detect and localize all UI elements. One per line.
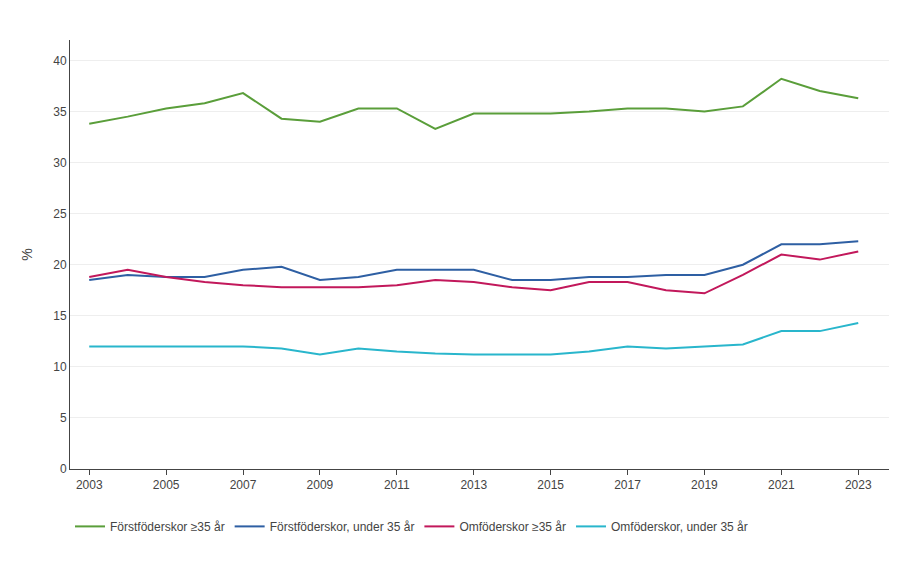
- svg-text:35: 35: [53, 105, 67, 119]
- svg-text:2023: 2023: [845, 478, 872, 492]
- svg-text:2019: 2019: [691, 478, 718, 492]
- svg-text:20: 20: [53, 258, 67, 272]
- svg-text:2013: 2013: [460, 478, 487, 492]
- svg-text:2009: 2009: [307, 478, 334, 492]
- svg-text:%: %: [19, 248, 35, 260]
- svg-text:2005: 2005: [153, 478, 180, 492]
- svg-text:30: 30: [53, 156, 67, 170]
- svg-text:Omföderskor, under 35 år: Omföderskor, under 35 år: [611, 520, 748, 534]
- svg-text:5: 5: [60, 411, 67, 425]
- svg-text:0: 0: [60, 462, 67, 476]
- svg-text:15: 15: [53, 309, 67, 323]
- svg-text:2007: 2007: [230, 478, 257, 492]
- svg-text:Förstföderskor, under 35 år: Förstföderskor, under 35 år: [270, 520, 415, 534]
- svg-text:40: 40: [53, 54, 67, 68]
- svg-text:Omföderskor ≥35 år: Omföderskor ≥35 år: [459, 520, 566, 534]
- svg-text:2011: 2011: [384, 478, 410, 492]
- svg-text:Förstföderskor ≥35 år: Förstföderskor ≥35 år: [110, 520, 225, 534]
- svg-text:25: 25: [53, 207, 67, 221]
- svg-text:10: 10: [53, 360, 67, 374]
- svg-text:2015: 2015: [537, 478, 564, 492]
- svg-text:2021: 2021: [768, 478, 795, 492]
- svg-text:2017: 2017: [614, 478, 641, 492]
- svg-text:2003: 2003: [76, 478, 103, 492]
